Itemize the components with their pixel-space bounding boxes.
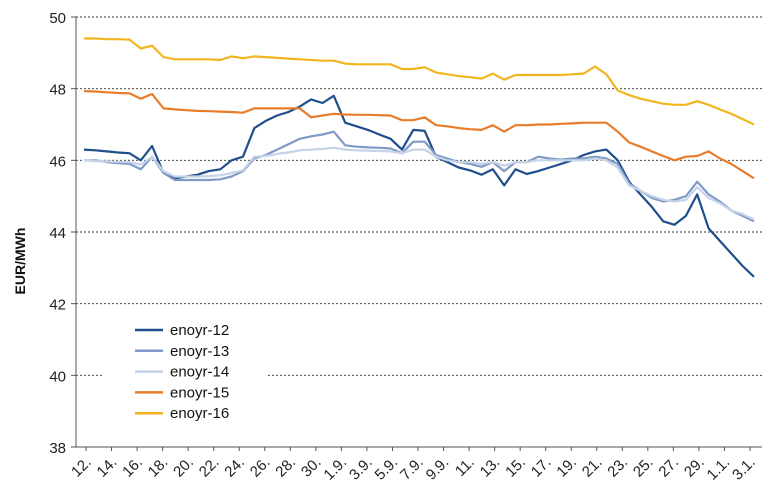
y-tick-label: 48 [49,82,66,99]
x-tick-label: 5.9. [372,454,402,484]
legend-label: enoyr-13 [170,343,229,360]
x-tick-label: 9.9. [423,454,453,484]
series-line-enoyr-12 [83,94,755,278]
x-tick-label: 28. [272,454,299,481]
x-tick-label: 30. [298,454,325,481]
x-tick-labels: 12.14.16.18.20.22.24.26.28.30.1.9.3.9.5.… [68,454,759,484]
x-tick-label: 29. [681,454,708,481]
y-tick-label: 42 [49,297,66,314]
legend-label: enoyr-14 [170,364,229,381]
x-tick-label: 25. [630,454,657,481]
legend-box [102,320,266,430]
y-tick-label: 40 [49,368,66,385]
x-tick-label: 24. [221,454,248,481]
x-tick-label: 26. [247,454,274,481]
x-tick-label: 1.9. [320,454,350,484]
x-tick-label: 21. [579,454,606,481]
y-tick-label: 46 [49,153,66,170]
x-tick-label: 3.9. [346,454,376,484]
x-tick-label: 15. [502,454,529,481]
y-axis-label: EUR/MWh [12,228,28,295]
series-line-enoyr-16 [84,37,755,126]
series-lines [83,37,755,278]
x-tick-label: 14. [94,454,121,481]
y-tick-label: 50 [49,10,66,27]
x-tick-label: 12. [68,454,95,481]
legend-label: enoyr-12 [170,322,229,339]
y-tick-label: 38 [49,440,66,457]
x-tick-label: 17. [528,454,555,481]
x-tick-label: 19. [553,454,580,481]
y-tick-labels: 50 48 46 44 42 40 38 [49,10,66,457]
x-tick-label: 16. [119,454,146,481]
y-tick-label: 44 [49,225,66,242]
x-tick-label: 7.9. [397,454,427,484]
legend-label: enoyr-16 [170,405,229,422]
x-tick-label: 23. [604,454,631,481]
legend: enoyr-12 enoyr-13 enoyr-14 enoyr-15 enoyr-16 [102,320,266,430]
x-tick-label: 22. [196,454,223,481]
series-line-enoyr-14 [83,146,755,221]
axes [71,16,762,451]
x-tick-label: 18. [145,454,172,481]
x-tick-label: 20. [170,454,197,481]
x-tick-label: 27. [655,454,682,481]
x-tick-label: 1.1. [704,454,734,484]
legend-label: enoyr-15 [170,384,229,401]
series-line-enoyr-15 [83,90,755,180]
x-tick-label: 13. [477,454,504,481]
x-tick-label: 3.1. [729,454,759,484]
x-tick-label: 11. [452,454,478,480]
